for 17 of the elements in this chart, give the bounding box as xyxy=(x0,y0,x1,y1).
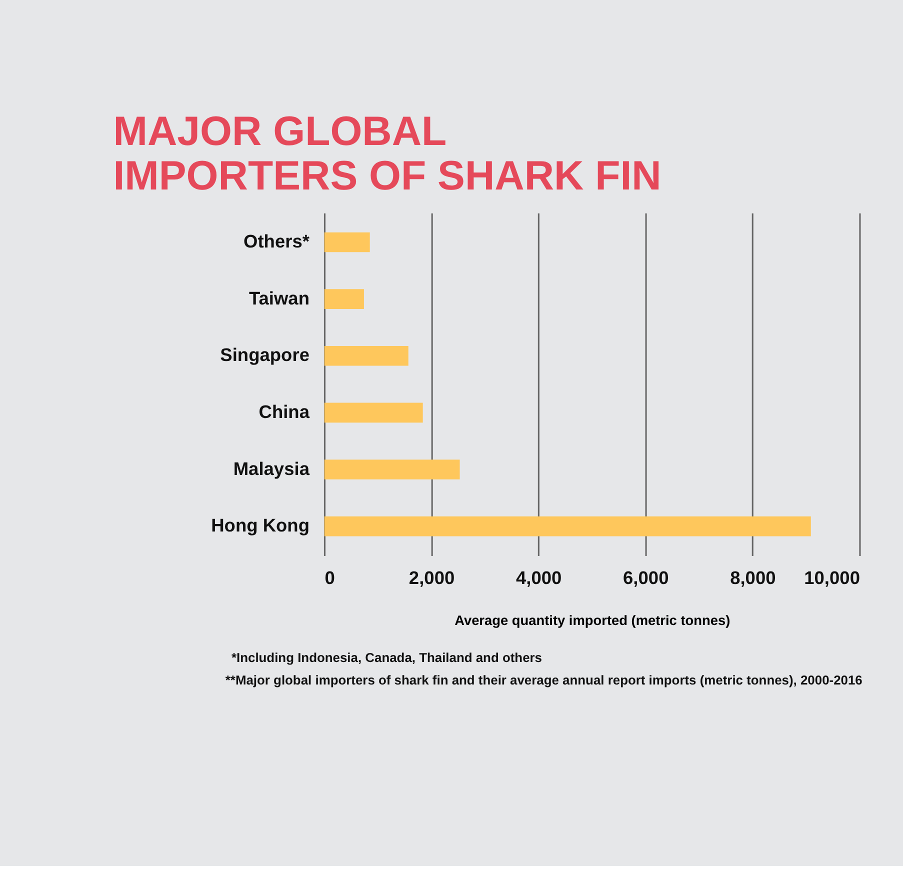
y-tick-label: China xyxy=(258,401,310,422)
x-tick-label: 2,000 xyxy=(408,567,455,588)
y-tick-label: Singapore xyxy=(220,344,310,366)
x-tick-label: 4,000 xyxy=(516,567,562,588)
y-tick-label: Others* xyxy=(244,230,310,252)
x-tick-label: 8,000 xyxy=(730,567,776,588)
y-tick-label: Malaysia xyxy=(233,458,310,479)
text: IMPORTERS OF SHARK FIN xyxy=(113,152,662,198)
y-tick-label: Taiwan xyxy=(248,287,310,308)
x-axis-title: Average quantity imported (metric tonnes) xyxy=(454,613,730,628)
text: **Major global importers of shark fin and their average annual report imports (metric tonnes), 2000-2016 xyxy=(225,672,862,688)
y-tick-label: Hong Kong xyxy=(211,514,310,536)
x-tick-label: 0 xyxy=(324,567,335,588)
x-tick-label: 10,000 xyxy=(804,567,860,588)
text: MAJOR GLOBAL xyxy=(113,108,447,154)
text: *Including Indonesia, Canada, Thailand and others xyxy=(231,650,542,666)
x-tick-label: 6,000 xyxy=(623,567,669,588)
